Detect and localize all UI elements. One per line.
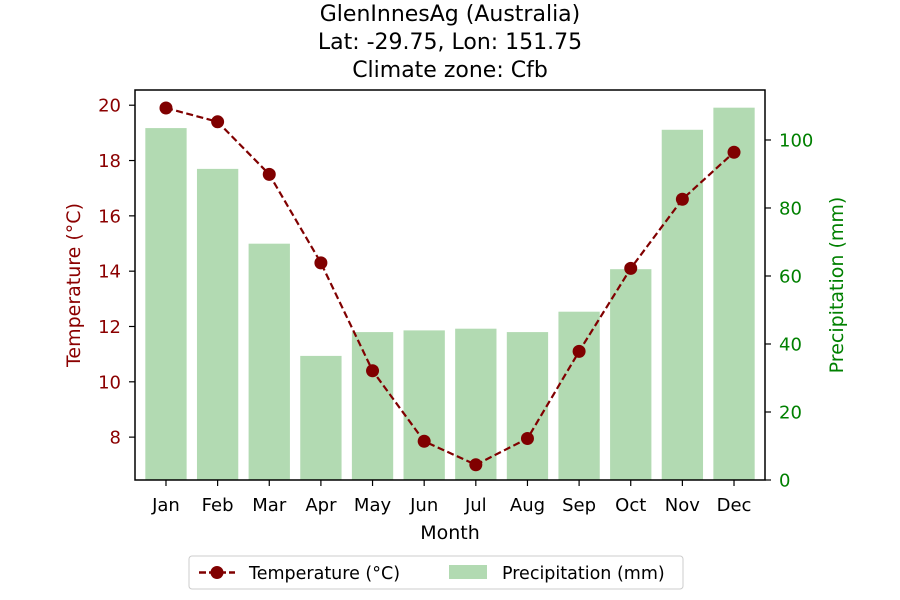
title-line-3: Climate zone: Cfb <box>352 58 548 83</box>
x-axis-label: Month <box>420 522 480 544</box>
legend: Temperature (°C) Precipitation (mm) <box>188 555 684 590</box>
temperature-point-jun <box>417 434 431 448</box>
legend-precipitation-swatch-icon <box>449 565 487 579</box>
precipitation-bar-apr <box>300 355 342 480</box>
y-axis-left-label: Temperature (°C) <box>63 203 85 368</box>
y-right-tick-label: 100 <box>779 130 813 151</box>
title-line-1: GlenInnesAg (Australia) <box>320 2 581 27</box>
y-left-tick-label: 14 <box>98 262 121 283</box>
x-tick-label: Apr <box>305 495 337 516</box>
x-tick-label: Aug <box>510 495 545 516</box>
x-tick-label: Feb <box>202 495 234 516</box>
temperature-point-jul <box>469 458 483 472</box>
x-tick-label: Oct <box>615 495 646 516</box>
temperature-point-nov <box>675 192 689 206</box>
x-tick-label: May <box>354 495 392 516</box>
temperature-point-feb <box>211 115 225 129</box>
title-line-2: Lat: -29.75, Lon: 151.75 <box>318 30 582 55</box>
precipitation-bar-sep <box>558 311 600 480</box>
plot-frame <box>134 89 766 481</box>
x-axis: Jan Feb Mar Apr May Jun Jul Aug Sep Oct Nov Dec <box>151 480 751 516</box>
precipitation-bar-oct <box>610 269 652 480</box>
y-right-tick-label: 80 <box>779 198 802 219</box>
y-left-tick-label: 16 <box>98 206 121 227</box>
precipitation-bar-may <box>351 332 394 480</box>
temperature-point-dec <box>727 145 741 159</box>
temperature-point-mar <box>262 167 276 181</box>
x-tick-label: Jun <box>409 495 438 516</box>
temperature-point-may <box>366 364 380 378</box>
precipitation-bar-dec <box>713 107 755 480</box>
x-tick-label: Mar <box>252 495 287 516</box>
x-tick-label: Sep <box>562 495 596 516</box>
y-right-tick-label: 40 <box>779 334 802 355</box>
x-tick-label: Jul <box>464 495 487 516</box>
x-tick-label: Nov <box>665 495 700 516</box>
y-left-tick-label: 10 <box>98 372 121 393</box>
precipitation-bar-feb <box>196 168 239 481</box>
precipitation-bar-jun <box>403 330 445 480</box>
temperature-point-apr <box>314 256 328 270</box>
legend-temperature-label: Temperature (°C) <box>248 564 400 584</box>
x-tick-label: Jan <box>151 495 180 516</box>
y-left-tick-label: 8 <box>110 428 121 449</box>
y-axis-right-label: Precipitation (mm) <box>826 197 848 374</box>
y-left-tick-label: 20 <box>98 96 121 117</box>
legend-temperature-marker-icon <box>210 566 224 579</box>
y-right-tick-label: 60 <box>779 266 802 287</box>
y-left-tick-label: 18 <box>98 151 121 172</box>
y-right-tick-label: 20 <box>779 402 802 423</box>
y-axis-left: 8 10 12 14 16 18 20 <box>98 96 135 449</box>
legend-frame <box>188 555 684 590</box>
temperature-point-jan <box>159 101 173 115</box>
precipitation-bar-jul <box>455 328 497 480</box>
precipitation-bar-mar <box>248 243 290 480</box>
temperature-point-aug <box>520 432 534 446</box>
precipitation-bar-nov <box>661 129 704 480</box>
legend-precipitation-label: Precipitation (mm) <box>502 564 665 584</box>
y-right-tick-label: 0 <box>779 471 790 492</box>
precipitation-bar-aug <box>506 332 549 480</box>
temperature-line <box>159 101 741 472</box>
chart-title: GlenInnesAg (Australia) Lat: -29.75, Lon… <box>318 2 582 83</box>
x-tick-label: Dec <box>717 495 752 516</box>
temperature-series-line <box>165 106 735 467</box>
precipitation-bars <box>145 107 755 481</box>
y-left-tick-label: 12 <box>98 317 121 338</box>
temperature-point-oct <box>624 261 638 275</box>
temperature-point-sep <box>572 344 586 358</box>
precipitation-bar-jan <box>145 128 187 480</box>
y-axis-right: 0 20 40 60 80 100 <box>765 130 813 492</box>
